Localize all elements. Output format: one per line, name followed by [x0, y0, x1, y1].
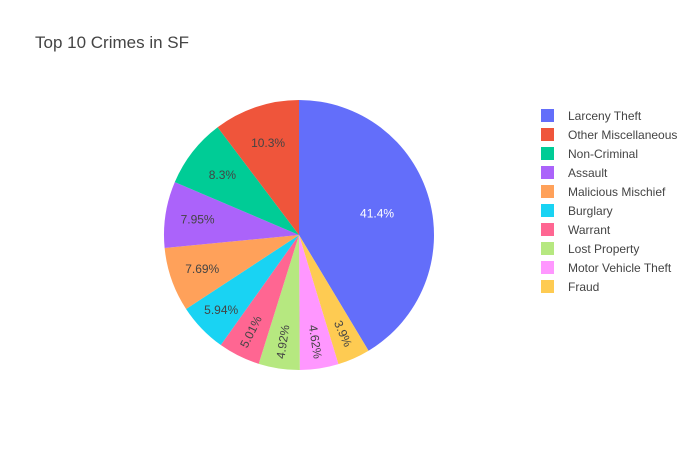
legend-swatch — [541, 128, 554, 141]
slice-label: 4.92% — [274, 324, 293, 360]
legend-swatch — [541, 261, 554, 274]
legend-label: Larceny Theft — [568, 108, 642, 123]
pie-slice-non-criminal[interactable] — [174, 127, 299, 235]
pie-slice-warrant[interactable] — [220, 235, 299, 364]
legend-item-warrant[interactable]: Warrant — [541, 220, 677, 239]
legend-item-non-criminal[interactable]: Non-Criminal — [541, 144, 677, 163]
legend-label: Burglary — [568, 203, 613, 218]
legend-item-fraud[interactable]: Fraud — [541, 277, 677, 296]
legend-item-lost-property[interactable]: Lost Property — [541, 239, 677, 258]
legend-swatch — [541, 147, 554, 160]
legend-label: Other Miscellaneous — [568, 127, 678, 142]
legend-item-other-miscellaneous[interactable]: Other Miscellaneous — [541, 125, 677, 144]
pie-slice-other-miscellaneous[interactable] — [217, 100, 299, 235]
pie-slice-motor-vehicle-theft[interactable] — [299, 235, 339, 370]
legend-swatch — [541, 109, 554, 122]
slice-label: 8.3% — [209, 168, 237, 182]
legend-item-malicious-mischief[interactable]: Malicious Mischief — [541, 182, 677, 201]
slice-label: 5.94% — [204, 303, 238, 317]
slice-label: 4.62% — [306, 324, 325, 360]
legend-swatch — [541, 223, 554, 236]
legend-label: Non-Criminal — [568, 146, 639, 161]
slice-label: 7.95% — [181, 212, 215, 226]
legend-label: Fraud — [568, 279, 600, 294]
legend-label: Assault — [568, 165, 608, 180]
legend-item-burglary[interactable]: Burglary — [541, 201, 677, 220]
slice-label: 41.4% — [360, 206, 394, 220]
legend-swatch — [541, 280, 554, 293]
chart-title: Top 10 Crimes in SF — [35, 33, 189, 52]
slice-label: 10.3% — [251, 136, 285, 150]
legend-label: Warrant — [568, 222, 611, 237]
legend-swatch — [541, 185, 554, 198]
legend-label: Malicious Mischief — [568, 184, 666, 199]
legend-item-motor-vehicle-theft[interactable]: Motor Vehicle Theft — [541, 258, 677, 277]
pie-slice-burglary[interactable] — [186, 235, 299, 346]
legend-label: Motor Vehicle Theft — [568, 260, 672, 275]
legend-item-assault[interactable]: Assault — [541, 163, 677, 182]
pie-slice-malicious-mischief[interactable] — [164, 235, 299, 309]
legend-item-larceny-theft[interactable]: Larceny Theft — [541, 106, 677, 125]
pie-slice-assault[interactable] — [164, 182, 299, 249]
legend-swatch — [541, 242, 554, 255]
pie-slice-lost-property[interactable] — [258, 235, 300, 370]
legend: Larceny Theft Other Miscellaneous Non-Crim… — [541, 106, 677, 296]
legend-swatch — [541, 166, 554, 179]
legend-label: Lost Property — [568, 241, 640, 256]
slice-label: 7.69% — [185, 262, 219, 276]
pie-slice-fraud[interactable] — [299, 235, 369, 365]
legend-swatch — [541, 204, 554, 217]
pie-slice-larceny-theft[interactable] — [299, 100, 434, 351]
